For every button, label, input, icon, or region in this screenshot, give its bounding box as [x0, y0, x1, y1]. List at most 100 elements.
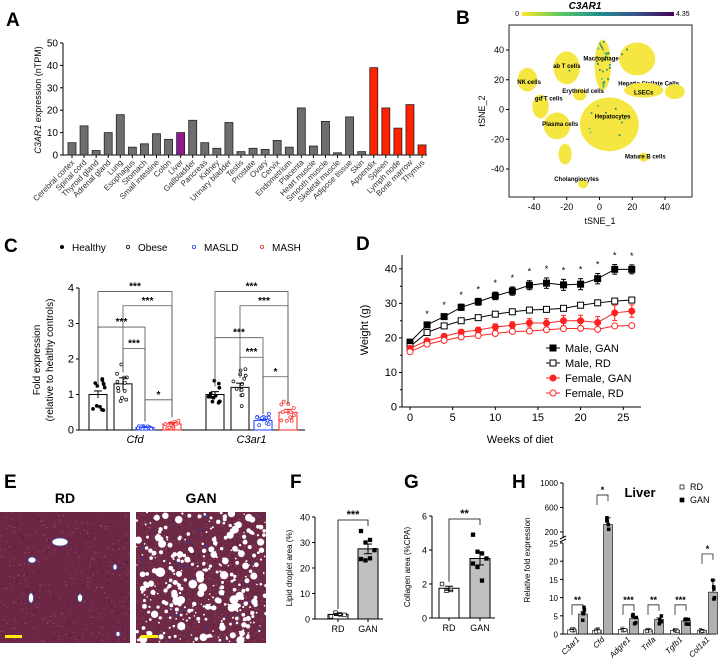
tissue-texture — [42, 588, 44, 590]
tissue-texture — [14, 526, 16, 528]
tissue-texture — [88, 530, 90, 532]
data-point — [484, 556, 489, 561]
tissue-texture — [19, 564, 21, 567]
x-tick-label: GAN — [358, 624, 378, 634]
tissue-texture — [39, 550, 41, 553]
legend-label: GAN — [690, 495, 710, 505]
cluster-label: Erythroid cells — [562, 89, 604, 95]
panel-letter-G: G — [404, 472, 419, 493]
significance-bracket: *** — [97, 282, 173, 418]
tissue-texture — [237, 574, 240, 576]
y-label-gene: C3AR1 — [33, 125, 43, 154]
tissue-texture — [42, 640, 45, 642]
lipid-droplet — [158, 527, 163, 532]
tissue-texture — [50, 615, 52, 617]
tissue-texture — [214, 577, 216, 579]
tissue-texture — [89, 629, 91, 631]
tissue-texture — [113, 537, 116, 540]
lipid-droplet — [174, 515, 183, 524]
lipid-droplet — [148, 618, 152, 621]
chart-title: C3AR1 — [569, 1, 602, 12]
tissue-texture — [113, 591, 115, 593]
y-tick-label: 6 — [422, 512, 427, 522]
lipid-droplet — [243, 531, 245, 534]
tissue-texture — [211, 572, 213, 574]
tissue-texture — [180, 523, 182, 525]
data-point — [628, 322, 636, 330]
tissue-texture — [169, 620, 171, 622]
data-point — [102, 385, 107, 390]
tissue-texture — [228, 517, 231, 519]
tissue-texture — [122, 626, 124, 628]
tissue-texture — [14, 537, 16, 539]
lipid-droplet — [204, 568, 208, 572]
tissue-texture — [96, 587, 98, 590]
tissue-texture — [48, 540, 50, 542]
data-point — [474, 314, 482, 322]
tissue-texture — [187, 627, 190, 629]
data-point — [560, 281, 568, 289]
data-point — [239, 388, 244, 392]
tissue-texture — [229, 630, 231, 632]
tissue-texture — [251, 566, 253, 569]
tissue-texture — [96, 637, 98, 639]
significance-star: * — [562, 265, 566, 275]
tissue-texture — [149, 570, 151, 573]
lipid-droplet — [214, 536, 217, 539]
fibrosis-stain — [164, 630, 166, 633]
lipid-droplet — [229, 595, 239, 605]
tissue-texture — [44, 584, 47, 586]
tissue-texture — [159, 586, 161, 588]
tissue-texture — [190, 553, 192, 555]
cluster-area — [543, 112, 571, 140]
tissue-texture — [210, 588, 212, 590]
tissue-texture — [192, 590, 194, 592]
data-point — [291, 406, 296, 410]
data-point — [167, 425, 172, 430]
lipid-droplet — [141, 553, 144, 556]
tissue-texture — [45, 558, 47, 560]
data-point — [606, 527, 611, 532]
tissue-texture — [84, 600, 86, 603]
tissue-texture — [241, 577, 244, 579]
tissue-texture — [126, 603, 128, 605]
tissue-texture — [232, 539, 234, 541]
tissue-texture — [114, 517, 116, 519]
cell-point — [568, 69, 571, 72]
tissue-texture — [96, 571, 98, 573]
data-point — [611, 309, 619, 317]
bracket-line — [239, 305, 289, 405]
lipid-droplet — [263, 555, 266, 558]
tissue-texture — [53, 628, 56, 630]
y-tick-label: 4 — [422, 546, 427, 556]
tissue-texture — [151, 598, 153, 600]
lipid-droplet — [264, 584, 266, 588]
tissue-texture — [111, 610, 113, 612]
lipid-droplet — [201, 548, 207, 554]
x-tick-label: -20 — [560, 202, 573, 212]
tissue-texture — [13, 577, 15, 579]
lipid-droplet — [158, 571, 161, 574]
tissue-texture — [157, 559, 159, 561]
tissue-texture — [30, 579, 32, 581]
data-point — [712, 587, 716, 591]
tissue-texture — [48, 561, 50, 564]
data-point — [210, 399, 215, 404]
data-point — [577, 280, 585, 288]
tissue-texture — [10, 587, 12, 589]
data-point — [475, 564, 480, 570]
tissue-texture — [138, 641, 140, 643]
tissue-texture — [13, 602, 15, 604]
tissue-texture — [206, 512, 208, 515]
tissue-texture — [65, 585, 67, 587]
lipid-droplet — [153, 516, 157, 520]
cluster-label: Cholangiocytes — [554, 177, 599, 183]
tissue-texture — [75, 517, 77, 519]
tissue-texture — [260, 523, 262, 525]
tissue-texture — [191, 530, 193, 532]
cell-point — [608, 63, 611, 66]
lipid-droplet — [186, 532, 191, 536]
tissue-texture — [26, 584, 28, 587]
